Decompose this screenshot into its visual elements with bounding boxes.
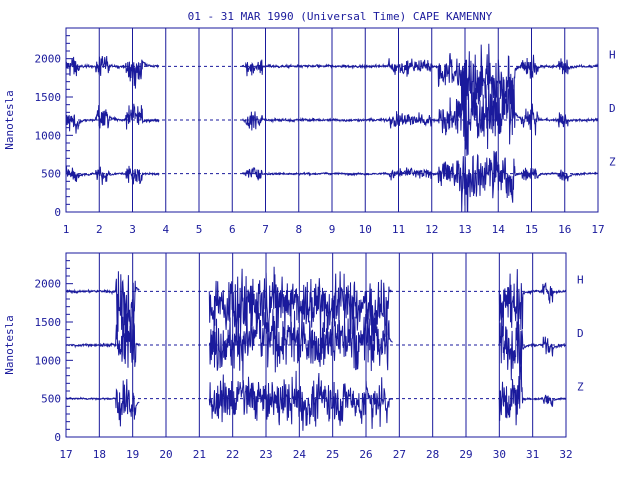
x-tick-label: 29 <box>459 448 472 461</box>
x-tick-label: 15 <box>525 223 538 236</box>
x-tick-label: 32 <box>559 448 572 461</box>
x-tick-label: 21 <box>193 448 206 461</box>
series-z-trace <box>65 379 140 427</box>
series-z-trace <box>241 150 599 213</box>
x-tick-label: 2 <box>96 223 103 236</box>
x-tick-label: 28 <box>426 448 439 461</box>
x-tick-label: 24 <box>293 448 307 461</box>
x-tick-label: 25 <box>326 448 339 461</box>
x-tick-label: 12 <box>425 223 438 236</box>
x-tick-label: 31 <box>526 448 539 461</box>
component-label-h: H <box>577 273 584 286</box>
x-tick-label: 27 <box>393 448 406 461</box>
x-tick-label: 13 <box>458 223 471 236</box>
y-tick-label: 2000 <box>35 278 62 291</box>
y-tick-label: 0 <box>54 206 61 219</box>
y-tick-label: 0 <box>54 431 61 444</box>
series-h-trace <box>498 269 567 337</box>
series-h-trace <box>241 43 598 121</box>
x-tick-label: 11 <box>392 223 405 236</box>
series-z-trace <box>208 370 393 431</box>
x-tick-label: 4 <box>162 223 169 236</box>
series-d-trace <box>242 67 599 156</box>
series-h-trace <box>65 271 140 337</box>
component-label-d: D <box>577 327 584 340</box>
y-tick-label: 1000 <box>35 129 62 142</box>
x-tick-label: 6 <box>229 223 236 236</box>
x-tick-label: 5 <box>196 223 203 236</box>
x-tick-label: 10 <box>359 223 372 236</box>
x-tick-label: 7 <box>262 223 269 236</box>
component-label-h: H <box>609 48 616 61</box>
x-tick-label: 17 <box>59 448 72 461</box>
y-axis-label: Nanotesla <box>3 315 16 375</box>
chart-title: 01 - 31 MAR 1990 (Universal Time) CAPE K… <box>188 10 493 23</box>
x-tick-label: 14 <box>492 223 506 236</box>
x-tick-label: 22 <box>226 448 239 461</box>
y-tick-label: 500 <box>41 168 61 181</box>
x-tick-label: 26 <box>359 448 372 461</box>
y-tick-label: 500 <box>41 393 61 406</box>
x-tick-label: 8 <box>295 223 302 236</box>
x-tick-label: 9 <box>329 223 336 236</box>
x-tick-label: 23 <box>259 448 272 461</box>
series-d-trace <box>65 103 160 134</box>
series-h-trace <box>65 55 160 89</box>
y-tick-label: 1500 <box>35 91 62 104</box>
component-label-d: D <box>609 102 616 115</box>
x-tick-label: 3 <box>129 223 136 236</box>
x-tick-label: 30 <box>493 448 506 461</box>
series-z-trace <box>65 165 160 185</box>
series-d-trace <box>208 302 393 384</box>
series-z-trace <box>498 366 566 426</box>
x-tick-label: 1 <box>63 223 70 236</box>
x-tick-label: 20 <box>159 448 172 461</box>
y-tick-label: 1000 <box>35 354 62 367</box>
panel-bottom: Nanotesla 17 18 19 20 21 22 23 24 25 26 27 28 29 30 31 3… <box>3 252 584 461</box>
x-tick-label: 16 <box>558 223 571 236</box>
x-tick-label: 17 <box>591 223 604 236</box>
series-d-trace <box>65 312 140 368</box>
x-tick-label: 19 <box>126 448 139 461</box>
series-d-trace <box>498 312 566 381</box>
component-label-z: Z <box>577 381 584 394</box>
series-h-trace <box>208 266 393 345</box>
component-label-z: Z <box>609 156 616 169</box>
x-tick-label: 18 <box>93 448 106 461</box>
y-axis-label: Nanotesla <box>3 90 16 150</box>
y-tick-label: 2000 <box>35 53 62 66</box>
y-tick-label: 1500 <box>35 316 62 329</box>
